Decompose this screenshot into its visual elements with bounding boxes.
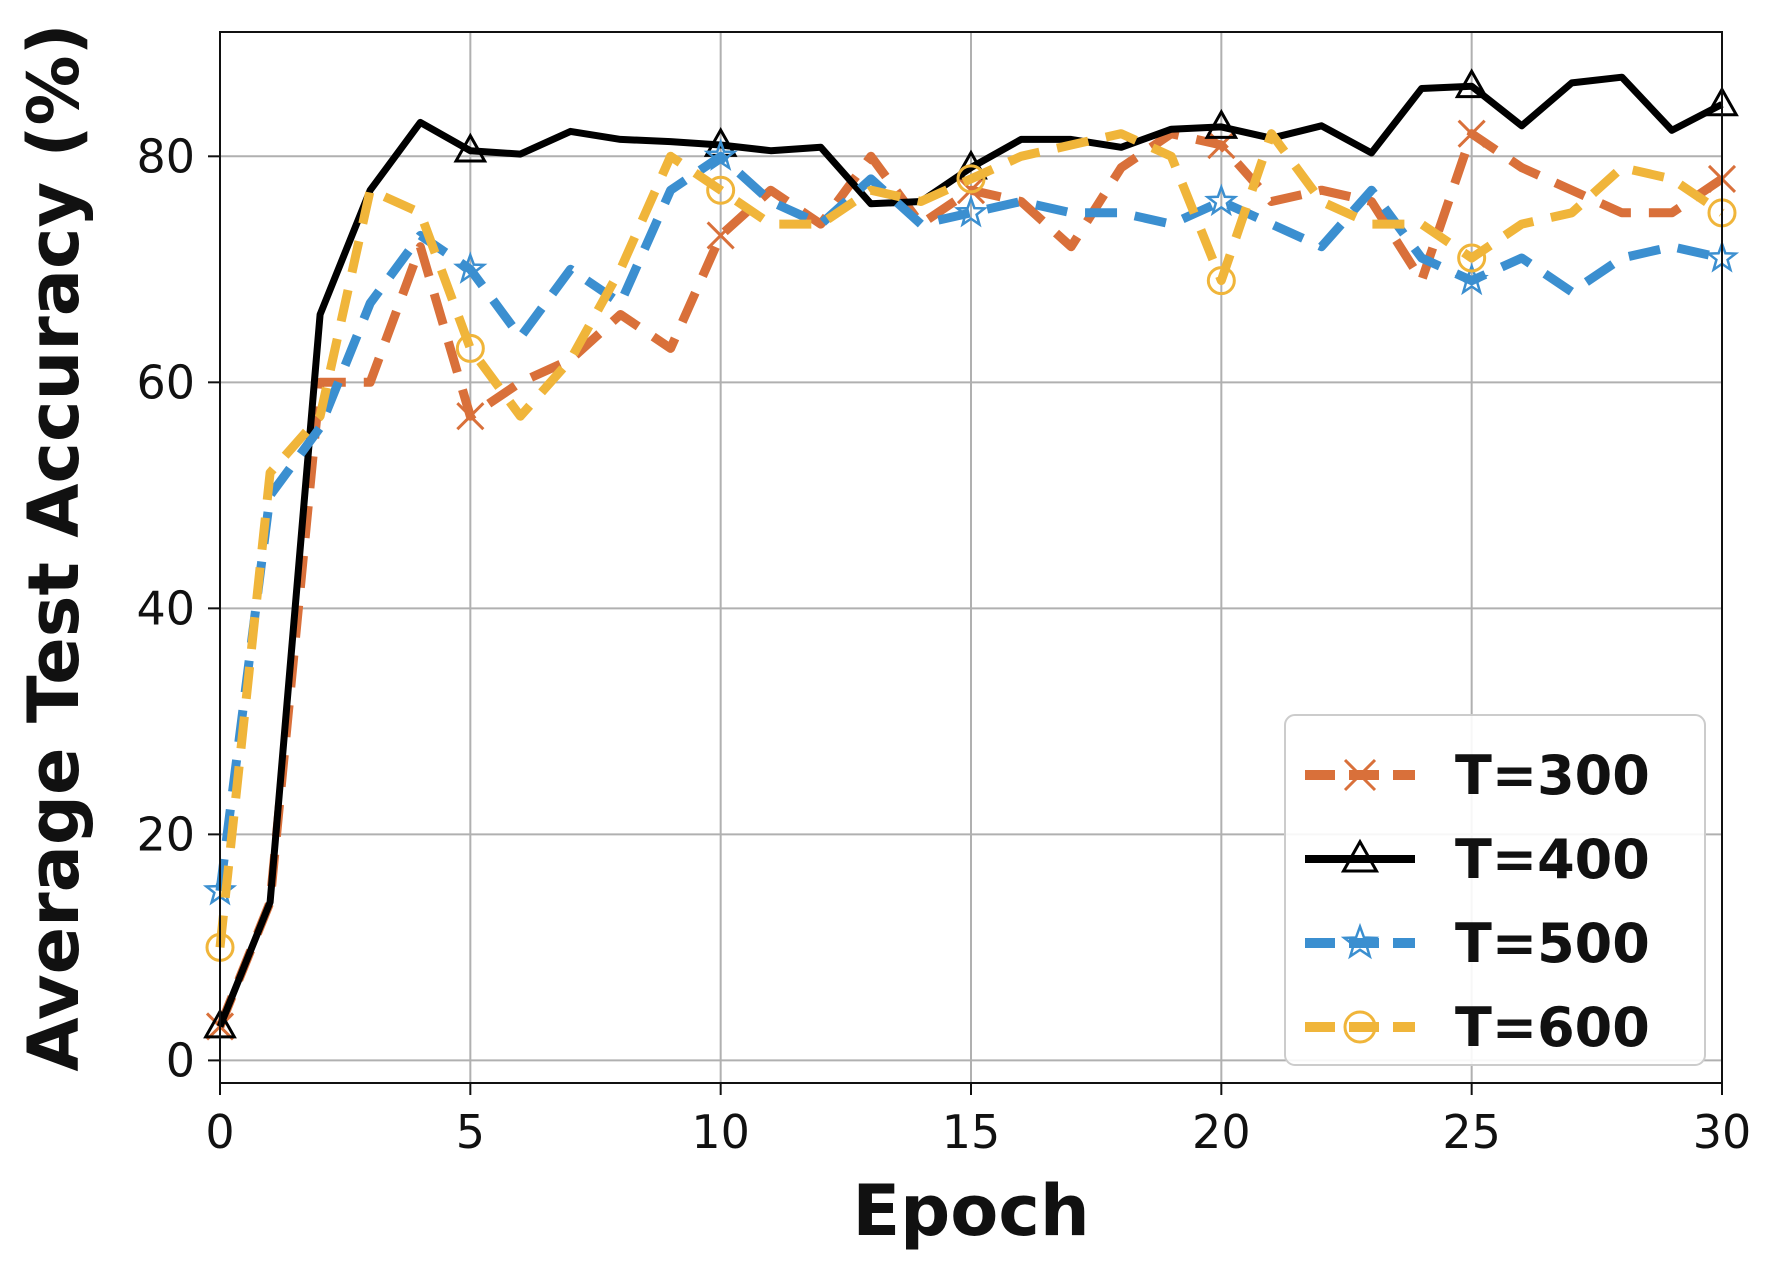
data-point-marker [453, 251, 488, 284]
series-line [215, 151, 1723, 892]
series-t-500 [202, 138, 1740, 906]
y-tick-label: 60 [136, 355, 195, 409]
data-point-marker [706, 221, 735, 250]
y-axis-title: Average Test Accuracy (%) [13, 23, 95, 1071]
legend-marker [1340, 838, 1380, 873]
data-point-marker [456, 402, 485, 431]
data-point-marker [953, 194, 989, 228]
legend-marker [1343, 758, 1377, 792]
legend-marker [1343, 1010, 1377, 1044]
x-tick-label: 30 [1693, 1105, 1752, 1159]
x-marker-stroke [956, 176, 986, 205]
tick-labels: 0 5 10 15 20 25 30 0 20 40 60 80 [136, 129, 1751, 1159]
data-point-marker [1454, 68, 1489, 99]
data-point-marker [1204, 108, 1239, 139]
data-point-marker [956, 176, 986, 205]
legend-label: T=300 [1455, 744, 1650, 807]
x-marker-stroke [1457, 119, 1486, 148]
data-point-marker [1454, 262, 1489, 296]
data-point-marker [1457, 243, 1487, 273]
y-tick-label: 20 [136, 807, 195, 861]
data-point-marker [1206, 266, 1236, 296]
data-point-marker [956, 164, 986, 194]
x-tick-label: 10 [691, 1105, 750, 1159]
legend-item: T=400 [1305, 828, 1650, 891]
grid-lines [219, 32, 1723, 1083]
legend-label: T=600 [1455, 996, 1650, 1059]
data-point-marker [1457, 119, 1486, 148]
series-line [216, 73, 1724, 1028]
x-marker-stroke [706, 221, 735, 250]
legend-marker [1340, 922, 1380, 960]
data-point-marker [453, 132, 488, 163]
data-point-marker [1204, 183, 1239, 217]
x-tick-label: 15 [942, 1105, 1001, 1159]
legend-label: T=500 [1455, 912, 1650, 975]
data-point-marker [706, 175, 736, 205]
series-layer [202, 68, 1740, 1041]
legend: T=300 T=400 T=500 T=600 [1284, 714, 1706, 1066]
y-tick-label: 0 [166, 1033, 195, 1087]
data-point-marker [455, 333, 485, 363]
x-tick-label: 0 [205, 1105, 234, 1159]
x-tick-label: 25 [1442, 1105, 1501, 1159]
x-marker-stroke [1343, 758, 1377, 792]
legend-box [1284, 714, 1706, 1066]
x-tick-label: 20 [1192, 1105, 1251, 1159]
legend-item: T=300 [1305, 744, 1650, 807]
legend-item: T=500 [1305, 912, 1650, 975]
y-tick-label: 80 [136, 129, 195, 183]
series-line [215, 129, 1725, 948]
legend-label: T=400 [1455, 828, 1650, 891]
x-tick-label: 5 [456, 1105, 485, 1159]
legend-item: T=600 [1305, 996, 1650, 1059]
data-point-marker [703, 138, 738, 171]
x-axis-title: Epoch [852, 1170, 1089, 1252]
x-marker-stroke [456, 402, 485, 431]
y-tick-label: 40 [136, 581, 195, 635]
